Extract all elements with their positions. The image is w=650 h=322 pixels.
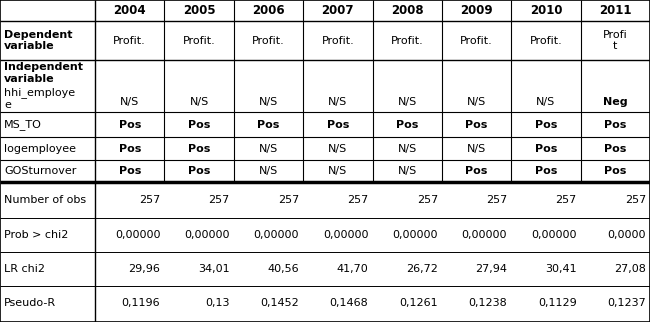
Text: Prob > chi2: Prob > chi2 <box>4 230 68 240</box>
Text: Pos: Pos <box>465 119 488 129</box>
Text: 257: 257 <box>347 195 369 205</box>
Text: 2007: 2007 <box>322 4 354 17</box>
Text: 0,00000: 0,00000 <box>323 230 369 240</box>
Text: 2006: 2006 <box>252 4 285 17</box>
Text: Profit.: Profit. <box>183 35 215 45</box>
Text: Pos: Pos <box>535 119 557 129</box>
Text: Profit.: Profit. <box>113 35 146 45</box>
Text: Pos: Pos <box>604 119 627 129</box>
Text: N/S: N/S <box>398 144 417 154</box>
Text: Pos: Pos <box>257 119 280 129</box>
Text: 0,1238: 0,1238 <box>469 298 507 308</box>
Text: 27,08: 27,08 <box>614 264 646 274</box>
Text: Pos: Pos <box>535 144 557 154</box>
Text: N/S: N/S <box>120 97 139 107</box>
Text: Profit.: Profit. <box>391 35 424 45</box>
Text: logemployee: logemployee <box>4 144 76 154</box>
Text: 40,56: 40,56 <box>268 264 299 274</box>
Text: Pos: Pos <box>118 119 141 129</box>
Text: 257: 257 <box>486 195 507 205</box>
Text: Profi
t: Profi t <box>603 30 628 51</box>
Text: Profit.: Profit. <box>460 35 493 45</box>
Text: Number of obs: Number of obs <box>4 195 86 205</box>
Text: Pos: Pos <box>118 144 141 154</box>
Text: 0,1196: 0,1196 <box>122 298 161 308</box>
Text: 0,00000: 0,00000 <box>462 230 507 240</box>
Text: 0,0000: 0,0000 <box>608 230 646 240</box>
Text: 257: 257 <box>209 195 229 205</box>
Text: 0,00000: 0,00000 <box>531 230 577 240</box>
Text: Profit.: Profit. <box>322 35 354 45</box>
Text: Pos: Pos <box>535 166 557 176</box>
Text: 2005: 2005 <box>183 4 215 17</box>
Text: 0,1452: 0,1452 <box>261 298 299 308</box>
Text: 2008: 2008 <box>391 4 424 17</box>
Text: 2010: 2010 <box>530 4 562 17</box>
Text: N/S: N/S <box>467 144 486 154</box>
Text: Pos: Pos <box>465 166 488 176</box>
Text: N/S: N/S <box>467 97 486 107</box>
Text: Pos: Pos <box>396 119 419 129</box>
Text: MS_TO: MS_TO <box>4 119 42 130</box>
Text: 2011: 2011 <box>599 4 632 17</box>
Text: 0,1129: 0,1129 <box>538 298 577 308</box>
Text: N/S: N/S <box>259 144 278 154</box>
Text: Pos: Pos <box>118 166 141 176</box>
Text: 0,00000: 0,00000 <box>254 230 299 240</box>
Text: 27,94: 27,94 <box>475 264 507 274</box>
Text: Profit.: Profit. <box>530 35 562 45</box>
Text: Independent
variable: Independent variable <box>4 62 83 84</box>
Text: Pos: Pos <box>188 119 210 129</box>
Text: GOSturnover: GOSturnover <box>4 166 77 176</box>
Text: Neg: Neg <box>603 97 628 107</box>
Text: hhi_employe
e: hhi_employe e <box>4 88 75 110</box>
Text: Pos: Pos <box>188 166 210 176</box>
Text: N/S: N/S <box>189 97 209 107</box>
Text: 0,00000: 0,00000 <box>393 230 438 240</box>
Text: 41,70: 41,70 <box>337 264 369 274</box>
Text: N/S: N/S <box>328 144 348 154</box>
Text: 2009: 2009 <box>460 4 493 17</box>
Text: N/S: N/S <box>328 97 348 107</box>
Text: 257: 257 <box>417 195 438 205</box>
Text: Pseudo-R: Pseudo-R <box>4 298 56 308</box>
Text: 0,1261: 0,1261 <box>399 298 438 308</box>
Text: 2004: 2004 <box>113 4 146 17</box>
Text: LR chi2: LR chi2 <box>4 264 45 274</box>
Text: 0,1468: 0,1468 <box>330 298 369 308</box>
Text: 29,96: 29,96 <box>129 264 161 274</box>
Text: 0,00000: 0,00000 <box>115 230 161 240</box>
Text: Pos: Pos <box>604 144 627 154</box>
Text: Pos: Pos <box>326 119 349 129</box>
Text: 257: 257 <box>625 195 646 205</box>
Text: N/S: N/S <box>328 166 348 176</box>
Text: 30,41: 30,41 <box>545 264 577 274</box>
Text: N/S: N/S <box>259 166 278 176</box>
Text: 0,13: 0,13 <box>205 298 229 308</box>
Text: 34,01: 34,01 <box>198 264 229 274</box>
Text: N/S: N/S <box>259 97 278 107</box>
Text: 0,00000: 0,00000 <box>184 230 229 240</box>
Text: N/S: N/S <box>536 97 556 107</box>
Text: Pos: Pos <box>188 144 210 154</box>
Text: N/S: N/S <box>398 97 417 107</box>
Text: 0,1237: 0,1237 <box>607 298 646 308</box>
Text: 257: 257 <box>278 195 299 205</box>
Text: 26,72: 26,72 <box>406 264 438 274</box>
Text: Profit.: Profit. <box>252 35 285 45</box>
Text: Dependent
variable: Dependent variable <box>4 30 73 51</box>
Text: N/S: N/S <box>398 166 417 176</box>
Text: 257: 257 <box>555 195 577 205</box>
Text: 257: 257 <box>139 195 161 205</box>
Text: Pos: Pos <box>604 166 627 176</box>
